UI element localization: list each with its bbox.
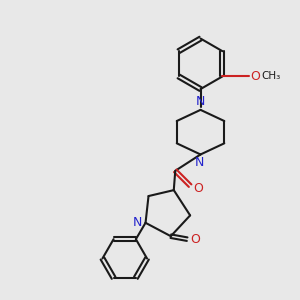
Text: O: O <box>194 182 204 195</box>
Text: CH₃: CH₃ <box>262 71 281 81</box>
Text: O: O <box>191 233 201 246</box>
Text: N: N <box>133 216 142 229</box>
Text: N: N <box>194 156 204 169</box>
Text: N: N <box>196 95 205 108</box>
Text: O: O <box>250 70 260 83</box>
